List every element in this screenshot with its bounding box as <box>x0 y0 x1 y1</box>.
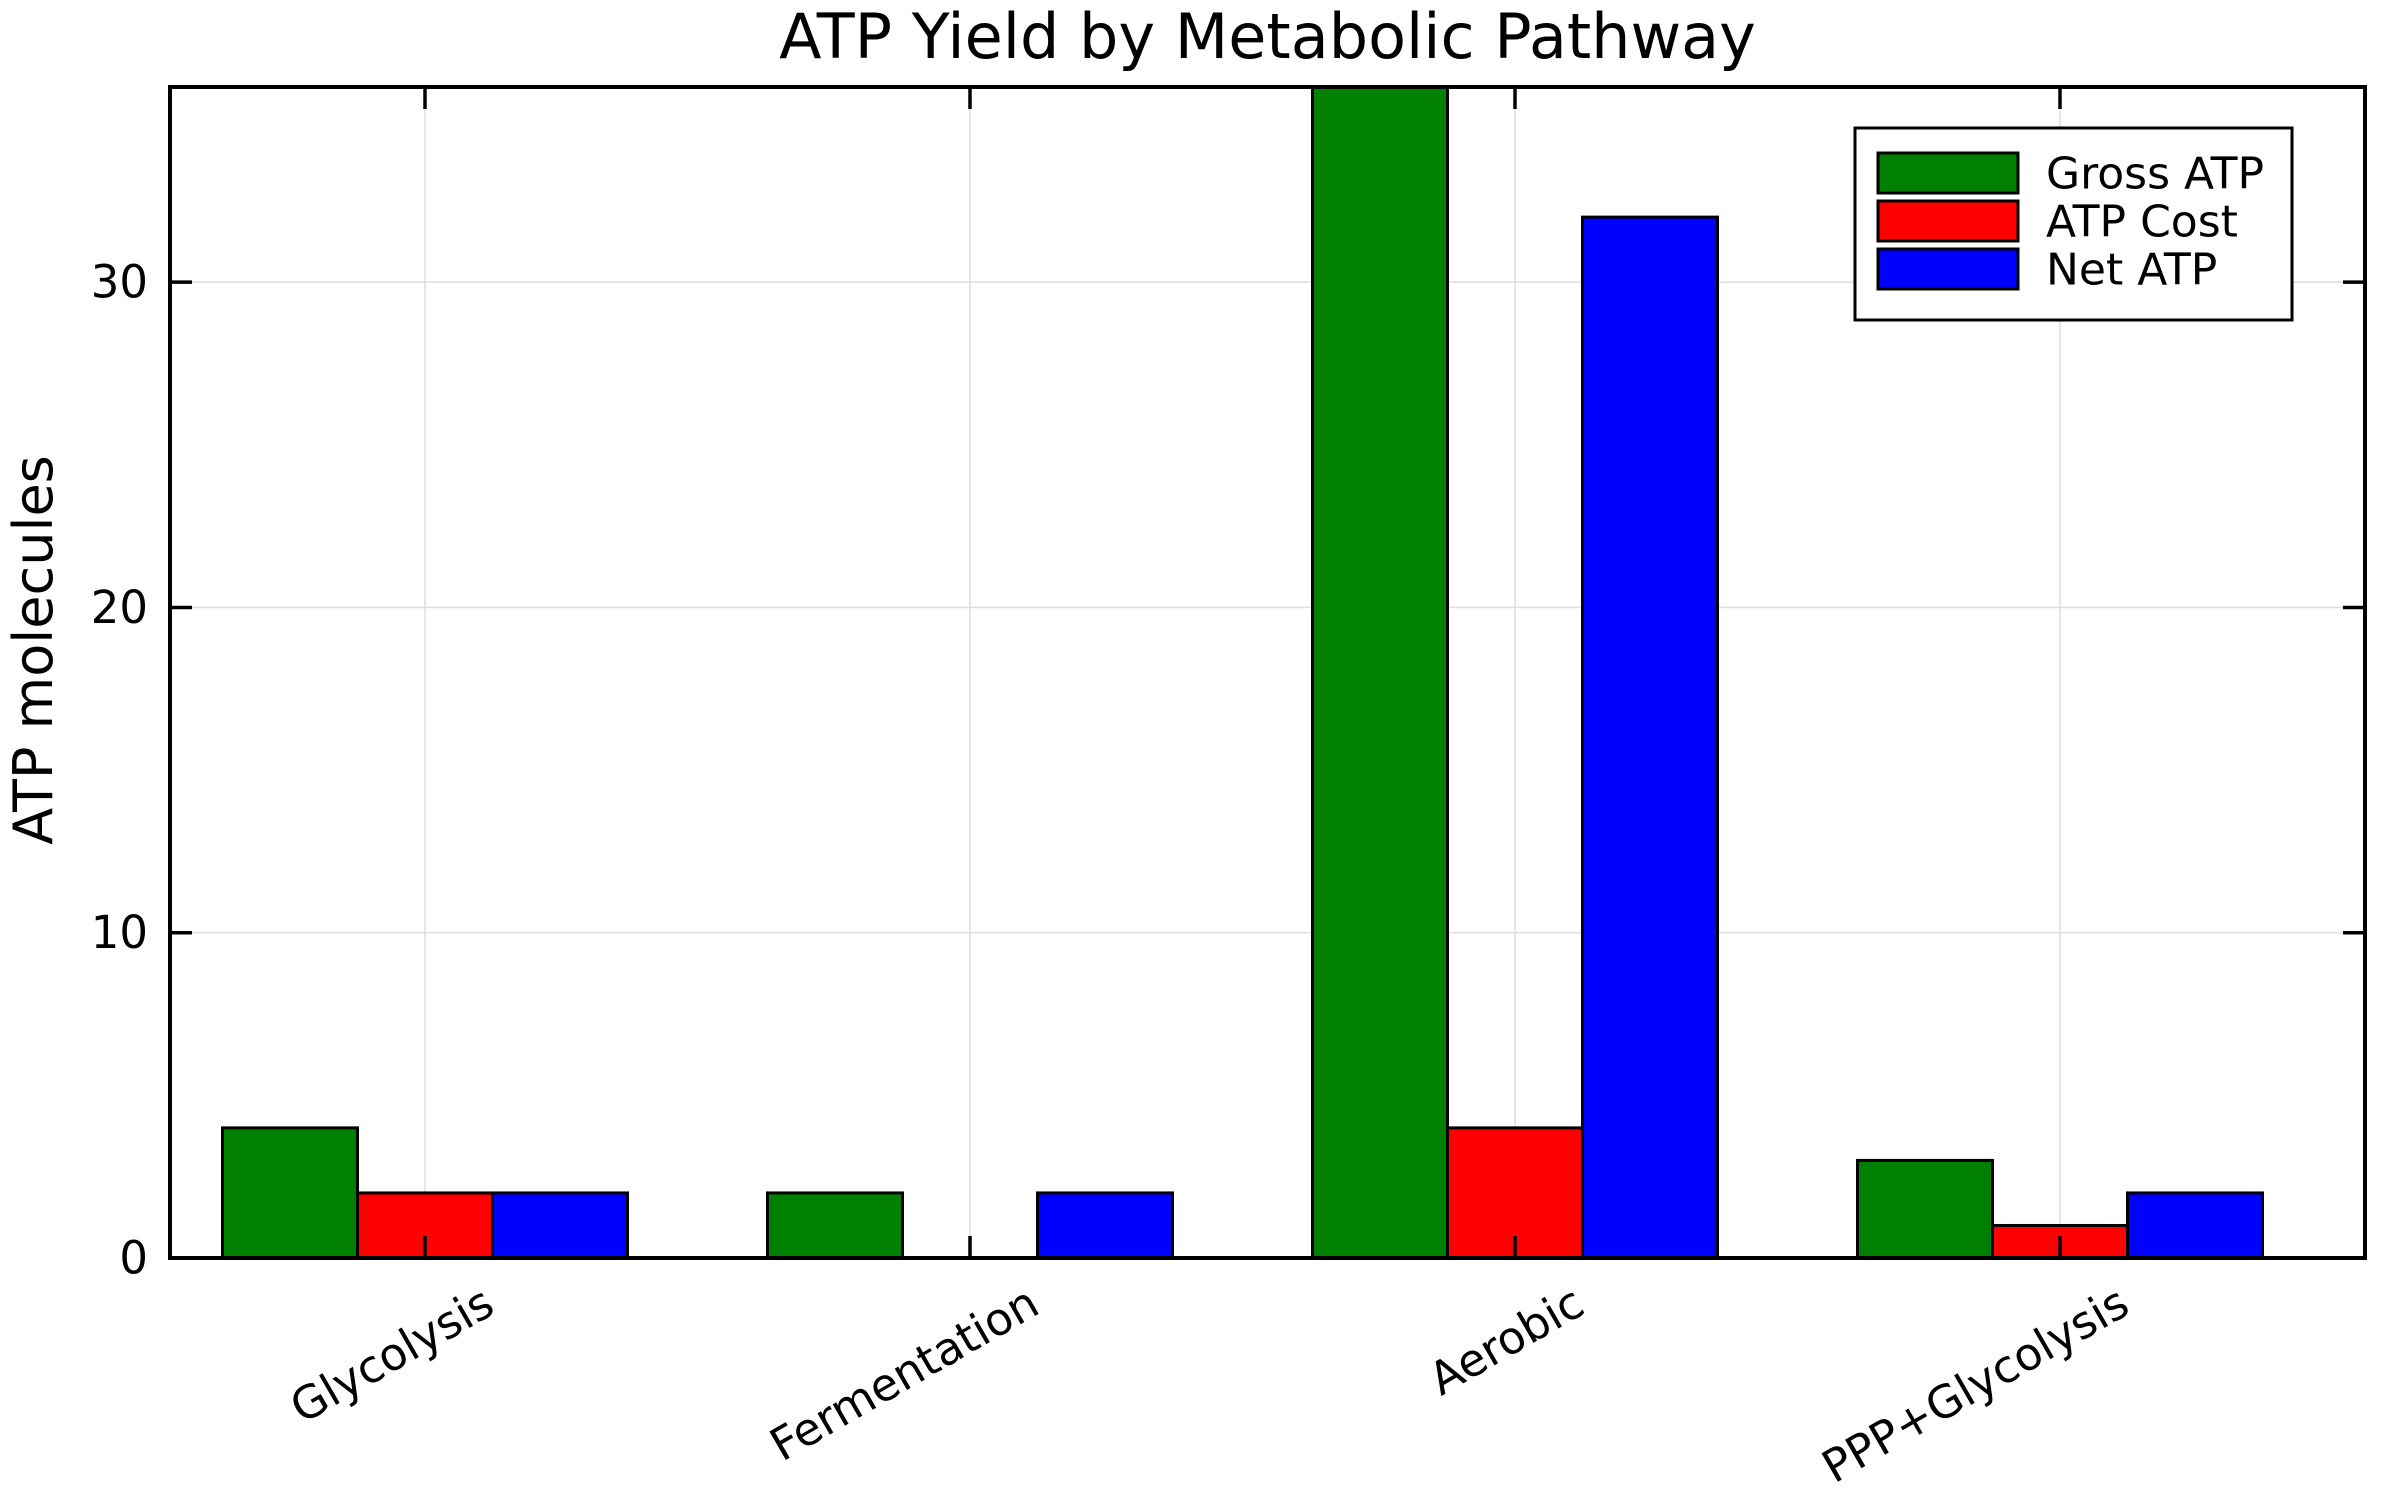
bar <box>491 1191 629 1260</box>
legend-label: ATP Cost <box>2046 197 2238 248</box>
y-axis-label: ATP molecules <box>2 455 65 845</box>
bar <box>1581 215 1719 1260</box>
y-tick-label: 10 <box>91 906 148 959</box>
legend-label: Net ATP <box>2046 245 2217 296</box>
bar <box>1036 1191 1174 1260</box>
x-tick-label: PPP+Glycolysis <box>1813 1276 2137 1494</box>
legend-label: Gross ATP <box>2046 149 2264 200</box>
x-tick-label: Fermentation <box>761 1276 1048 1472</box>
y-tick-label: 0 <box>119 1232 148 1285</box>
x-tick-label: Aerobic <box>1420 1276 1592 1406</box>
y-tick-labels: 0 10 20 30 <box>91 256 148 1285</box>
y-tick-label: 20 <box>91 581 148 634</box>
bar <box>1856 1158 1994 1260</box>
axis-ticks <box>170 87 2365 1260</box>
legend-swatch <box>1876 199 2020 243</box>
bar <box>766 1191 904 1260</box>
legend-swatch <box>1876 151 2020 195</box>
bar <box>2126 1191 2264 1260</box>
legend-swatch <box>1876 247 2020 291</box>
bar <box>1311 85 1449 1260</box>
x-tick-label: Glycolysis <box>281 1276 502 1434</box>
bar-series <box>221 85 2264 1260</box>
bar <box>221 1126 359 1260</box>
y-tick-label: 30 <box>91 256 148 309</box>
plot-frame <box>168 85 2367 1260</box>
chart-title: ATP Yield by Metabolic Pathway <box>779 0 1756 73</box>
x-tick-labels: Glycolysis Fermentation Aerobic PPP+Glycoly… <box>281 1276 2137 1494</box>
